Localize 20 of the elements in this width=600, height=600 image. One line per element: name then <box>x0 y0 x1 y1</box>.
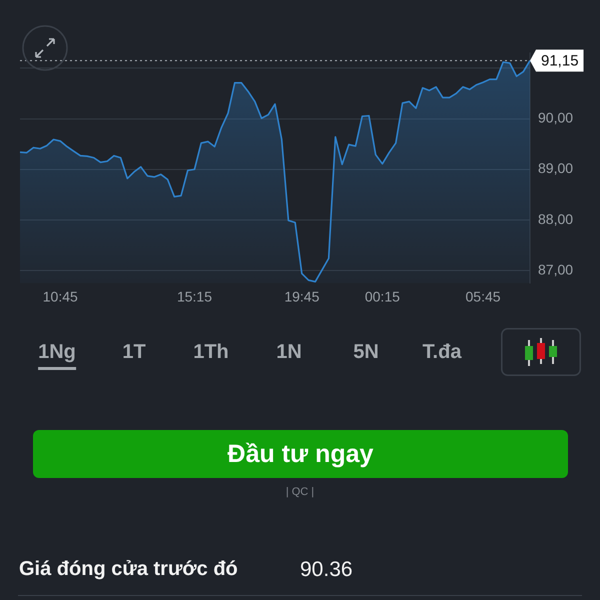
text: 90.36 <box>300 558 353 582</box>
text: T.đa <box>422 340 462 365</box>
x-tick-label: 10:45 <box>42 288 78 304</box>
y-tick-label: 90,00 <box>538 110 574 126</box>
x-tick-label: 15:15 <box>176 288 212 304</box>
text: Đầu tư ngay <box>228 440 374 468</box>
text: 1T <box>122 340 146 365</box>
text: 5N <box>353 340 379 365</box>
text: | QC | <box>286 486 314 498</box>
x-tick-label: 19:45 <box>284 288 320 304</box>
text: 1N <box>276 340 302 365</box>
x-tick-label: 05:45 <box>466 288 501 304</box>
y-tick-label: 88,00 <box>538 210 574 227</box>
text: 1Ng <box>38 340 76 370</box>
ref-line-label: 91,15 <box>541 52 579 70</box>
y-tick-label: 87,00 <box>538 261 574 278</box>
text: Giá đóng cửa trước đó <box>19 558 238 581</box>
text: 1Th <box>193 340 229 365</box>
x-tick-label: 00:15 <box>364 288 400 304</box>
y-tick-label: 89,00 <box>538 160 574 176</box>
